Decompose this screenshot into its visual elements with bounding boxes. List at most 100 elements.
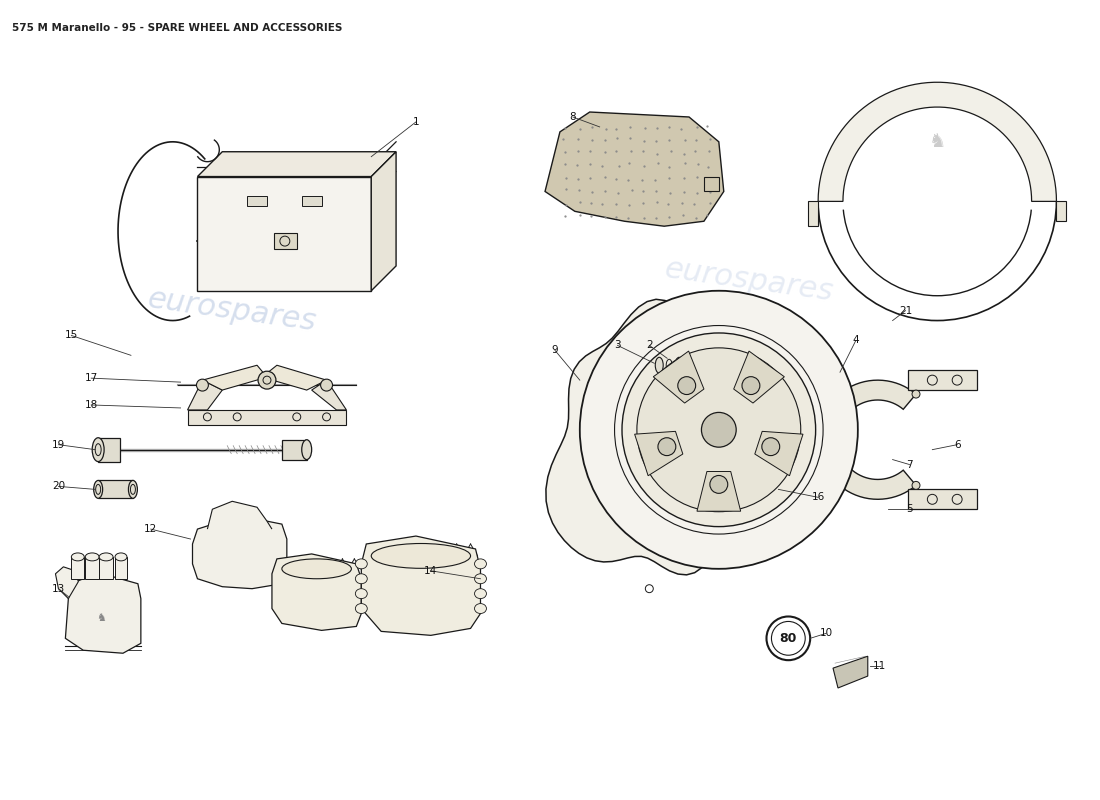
Polygon shape xyxy=(98,438,120,462)
Text: 80: 80 xyxy=(780,632,798,645)
Ellipse shape xyxy=(580,290,858,569)
Ellipse shape xyxy=(301,440,311,459)
Polygon shape xyxy=(755,431,803,476)
Polygon shape xyxy=(272,554,361,630)
Polygon shape xyxy=(274,233,297,249)
Ellipse shape xyxy=(767,617,811,660)
Ellipse shape xyxy=(710,475,728,494)
Polygon shape xyxy=(187,410,346,425)
Text: 15: 15 xyxy=(65,330,78,341)
Ellipse shape xyxy=(355,589,367,598)
Polygon shape xyxy=(808,202,818,226)
Text: 9: 9 xyxy=(552,346,559,355)
Polygon shape xyxy=(311,380,346,410)
Ellipse shape xyxy=(258,371,276,389)
Polygon shape xyxy=(187,380,222,410)
Text: 18: 18 xyxy=(85,400,98,410)
Polygon shape xyxy=(192,519,287,589)
Ellipse shape xyxy=(474,574,486,584)
Polygon shape xyxy=(248,197,267,206)
Polygon shape xyxy=(908,490,977,510)
Text: ♞: ♞ xyxy=(96,614,106,623)
Text: 17: 17 xyxy=(85,373,98,383)
Polygon shape xyxy=(833,656,868,688)
Text: 19: 19 xyxy=(52,440,65,450)
Polygon shape xyxy=(546,299,758,575)
Polygon shape xyxy=(653,351,704,403)
Polygon shape xyxy=(72,557,85,578)
Text: eurospares: eurospares xyxy=(662,254,835,307)
Ellipse shape xyxy=(94,481,102,498)
Ellipse shape xyxy=(621,333,815,526)
Ellipse shape xyxy=(197,379,208,391)
Polygon shape xyxy=(86,557,99,578)
Ellipse shape xyxy=(72,553,85,561)
Ellipse shape xyxy=(92,438,104,462)
Ellipse shape xyxy=(129,481,138,498)
Ellipse shape xyxy=(912,482,920,490)
Ellipse shape xyxy=(99,553,113,561)
Polygon shape xyxy=(202,366,267,390)
Ellipse shape xyxy=(355,559,367,569)
Text: 12: 12 xyxy=(144,524,157,534)
Polygon shape xyxy=(818,82,1056,202)
Polygon shape xyxy=(635,431,683,476)
Polygon shape xyxy=(301,197,321,206)
Ellipse shape xyxy=(912,390,920,398)
Text: 14: 14 xyxy=(425,566,438,576)
Text: 8: 8 xyxy=(570,112,576,122)
Ellipse shape xyxy=(355,603,367,614)
Polygon shape xyxy=(98,481,133,498)
Text: 13: 13 xyxy=(52,584,65,594)
Text: 20: 20 xyxy=(52,482,65,491)
Text: 21: 21 xyxy=(899,306,912,316)
Ellipse shape xyxy=(474,589,486,598)
Ellipse shape xyxy=(320,379,332,391)
Polygon shape xyxy=(1056,202,1066,222)
Text: 7: 7 xyxy=(906,459,913,470)
Polygon shape xyxy=(116,557,127,578)
Text: ♞: ♞ xyxy=(928,132,946,151)
Ellipse shape xyxy=(637,348,801,512)
Polygon shape xyxy=(208,502,272,529)
Text: 11: 11 xyxy=(873,661,887,671)
Polygon shape xyxy=(361,536,481,635)
Ellipse shape xyxy=(86,553,99,561)
Ellipse shape xyxy=(282,559,351,578)
Polygon shape xyxy=(55,567,78,598)
Text: 2: 2 xyxy=(646,340,652,350)
Ellipse shape xyxy=(474,559,486,569)
Text: eurospares: eurospares xyxy=(593,473,766,526)
Text: 1: 1 xyxy=(412,117,419,127)
Polygon shape xyxy=(818,380,916,499)
Text: eurospares: eurospares xyxy=(146,285,319,337)
Ellipse shape xyxy=(762,438,780,456)
Ellipse shape xyxy=(658,438,675,456)
Polygon shape xyxy=(908,370,977,390)
Ellipse shape xyxy=(678,377,695,394)
Ellipse shape xyxy=(656,358,663,373)
Text: 16: 16 xyxy=(812,492,825,502)
Polygon shape xyxy=(198,152,396,177)
Polygon shape xyxy=(282,440,307,459)
Polygon shape xyxy=(262,366,327,390)
Text: 575 M Maranello - 95 - SPARE WHEEL AND ACCESSORIES: 575 M Maranello - 95 - SPARE WHEEL AND A… xyxy=(12,22,342,33)
Ellipse shape xyxy=(116,553,127,561)
Ellipse shape xyxy=(742,377,760,394)
Polygon shape xyxy=(544,112,724,226)
Text: 5: 5 xyxy=(906,504,913,514)
Text: 3: 3 xyxy=(614,340,620,350)
Polygon shape xyxy=(65,577,141,654)
Polygon shape xyxy=(99,557,113,578)
Text: 4: 4 xyxy=(852,335,859,346)
Ellipse shape xyxy=(355,574,367,584)
Polygon shape xyxy=(659,358,679,373)
Polygon shape xyxy=(734,351,784,403)
Text: 10: 10 xyxy=(820,628,833,638)
Polygon shape xyxy=(704,177,718,191)
Text: 6: 6 xyxy=(954,440,960,450)
Ellipse shape xyxy=(474,603,486,614)
Polygon shape xyxy=(198,177,372,290)
Ellipse shape xyxy=(702,413,736,447)
Polygon shape xyxy=(697,471,740,511)
